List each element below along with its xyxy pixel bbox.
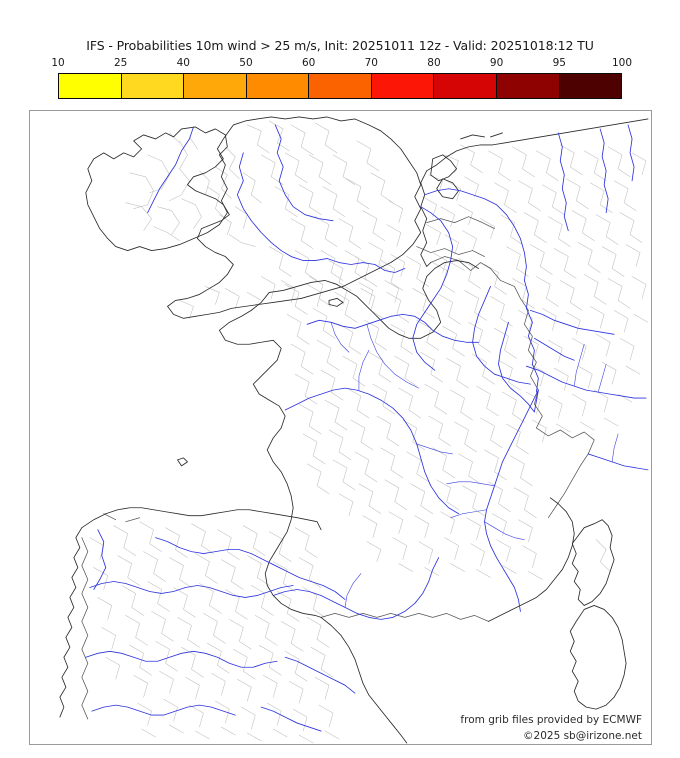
coastline-layer	[59, 116, 649, 744]
colorbar-tick-10: 10	[51, 57, 65, 69]
colorbar-tick-95: 95	[552, 57, 566, 69]
colorbar-segment-95-100	[559, 74, 622, 98]
map-panel[interactable]	[29, 110, 652, 745]
credit-copyright: ©2025 sb@irizone.net	[523, 730, 642, 742]
colorbar-tick-70: 70	[364, 57, 378, 69]
credits: from grib files provided by ECMWF ©2025 …	[460, 712, 642, 744]
rivers-layer	[85, 124, 649, 732]
colorbar-tick-40: 40	[176, 57, 190, 69]
page-title: IFS - Probabilities 10m wind > 25 m/s, I…	[86, 38, 594, 53]
colorbar-tick-90: 90	[489, 57, 504, 69]
colorbar-segment-50-60	[246, 74, 310, 98]
colorbar-tick-100: 100	[611, 57, 633, 69]
admin-boundaries-layer	[89, 120, 649, 744]
colorbar-segment-60-70	[309, 74, 372, 98]
credit-source: from grib files provided by ECMWF	[460, 714, 642, 726]
colorbar-segment-40-50	[184, 74, 247, 98]
colorbar: 10 25 40 50 60 70 80 90 95 100	[51, 56, 632, 102]
colorbar-segment-25-40	[121, 74, 185, 98]
colorbar-tick-labels: 10 25 40 50 60 70 80 90 95 100	[51, 56, 632, 73]
map-canvas	[59, 116, 649, 744]
national-borders-layer	[81, 216, 595, 720]
colorbar-segment-80-90	[434, 74, 497, 98]
colorbar-tick-80: 80	[427, 57, 441, 69]
colorbar-tick-50: 50	[239, 57, 253, 69]
colorbar-tick-60: 60	[301, 57, 316, 69]
colorbar-segment-10-25	[59, 74, 122, 98]
colorbar-tick-25: 25	[113, 57, 128, 69]
colorbar-segment-70-80	[371, 74, 435, 98]
colorbar-segment-90-95	[496, 74, 560, 98]
colorbar-gradient	[58, 73, 622, 99]
